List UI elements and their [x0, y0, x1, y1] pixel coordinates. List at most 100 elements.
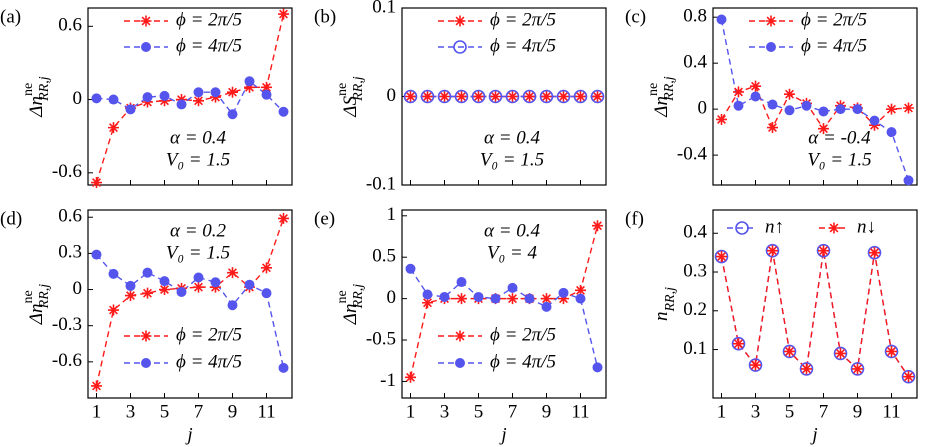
circle-marker	[490, 293, 501, 304]
y-label-sub: RR,j	[37, 284, 52, 310]
star-marker	[558, 91, 569, 102]
legend-label: ϕ = 2π/5	[801, 9, 867, 30]
open-circle-marker	[590, 89, 605, 104]
circle-marker	[142, 92, 153, 103]
y-tick-label: -0.4	[677, 143, 708, 164]
circle-marker	[210, 277, 221, 288]
circle-marker	[159, 90, 170, 101]
x-tick-label: 3	[126, 401, 136, 422]
star-marker	[278, 8, 289, 20]
y-tick-label: -0.3	[52, 314, 82, 335]
legend-label: ϕ = 4π/5	[490, 351, 556, 372]
y-tick-label: 0.4	[683, 52, 707, 73]
y-tick-label: -0.6	[52, 350, 82, 371]
circle-marker	[592, 362, 603, 373]
circle-marker	[176, 286, 187, 297]
star-marker	[456, 293, 467, 305]
circle-marker	[141, 358, 151, 368]
y-tick-label: 0.4	[683, 222, 707, 243]
star-marker	[278, 212, 289, 224]
open-circle-marker	[833, 346, 848, 361]
x-tick-label: 11	[257, 401, 275, 422]
circle-marker	[227, 300, 238, 311]
x-tick-label: 5	[785, 401, 795, 422]
y-tick-label: 0.6	[58, 206, 82, 227]
annotation: V₀ = 1.5	[480, 149, 544, 170]
circle-marker	[91, 93, 102, 104]
star-marker	[159, 284, 170, 296]
star-marker	[422, 297, 433, 309]
y-label-sub: RR,j	[351, 284, 366, 310]
y-label-sup: ne	[335, 83, 350, 96]
circle-marker	[541, 301, 552, 312]
circle-marker	[733, 100, 744, 111]
y-label-main: Δn	[26, 304, 47, 326]
y-axis-label: ΔSneRR,j	[335, 76, 366, 117]
x-tick-label: 7	[508, 401, 518, 422]
legend-label: n↓	[857, 216, 876, 237]
circle-marker	[767, 99, 778, 110]
x-tick-label: 11	[571, 401, 589, 422]
y-tick-label: -0.6	[52, 161, 82, 182]
circle-marker	[575, 293, 586, 304]
circle-marker	[818, 106, 829, 117]
star-marker	[716, 251, 727, 263]
star-marker	[193, 281, 204, 293]
y-label-sup: ne	[646, 83, 661, 96]
circle-marker	[141, 42, 151, 52]
y-tick-label: 0	[387, 85, 397, 106]
star-marker	[852, 363, 863, 375]
open-circle-marker	[867, 245, 882, 260]
x-tick-label: 3	[751, 401, 761, 422]
circle-marker	[91, 249, 102, 260]
circle-marker	[801, 100, 812, 111]
star-marker	[227, 267, 238, 279]
y-label-sup: ne	[335, 290, 350, 303]
panel-label: (e)	[314, 208, 335, 229]
x-tick-label: 1	[717, 401, 727, 422]
star-marker	[261, 81, 272, 93]
star-marker	[801, 363, 812, 375]
circle-marker	[125, 104, 136, 115]
legend-label: ϕ = 4π/5	[176, 35, 242, 56]
open-circle-marker	[453, 40, 467, 54]
annotation: V₀ = 1.5	[166, 149, 230, 170]
star-marker	[125, 290, 136, 302]
y-tick-label: 0.1	[683, 338, 707, 359]
circle-marker	[835, 104, 846, 115]
star-marker	[142, 287, 153, 299]
y-label-sub: RR,j	[37, 76, 52, 102]
open-circle-marker	[714, 249, 729, 264]
panel-label: (c)	[625, 6, 646, 27]
circle-marker	[261, 89, 272, 100]
plot-frame	[401, 209, 607, 399]
open-circle-marker	[522, 89, 537, 104]
circle-marker	[244, 76, 255, 87]
y-label-main: Δn	[651, 96, 672, 118]
star-marker	[767, 122, 778, 134]
star-marker	[733, 338, 744, 350]
y-tick-label: 0.2	[683, 299, 707, 320]
y-axis-label: ΔnneRR,j	[21, 76, 52, 117]
circle-marker	[439, 291, 450, 302]
annotation: V₀ = 1.5	[166, 242, 230, 263]
circle-marker	[750, 91, 761, 102]
star-marker	[818, 245, 829, 257]
plot-frame	[712, 209, 918, 399]
annotation: V₀ = 4	[487, 242, 538, 263]
legend-label: ϕ = 2π/5	[490, 9, 556, 30]
circle-marker	[766, 42, 776, 52]
open-circle-marker	[573, 89, 588, 104]
circle-marker	[159, 276, 170, 287]
star-marker	[869, 247, 880, 259]
star-marker	[454, 330, 466, 342]
open-circle-marker	[471, 89, 486, 104]
star-marker	[193, 95, 204, 107]
x-tick-label: 3	[440, 401, 450, 422]
star-marker	[592, 220, 603, 232]
open-circle-marker	[731, 336, 746, 351]
star-marker	[541, 293, 552, 305]
series-line	[96, 80, 284, 116]
circle-marker	[244, 279, 255, 290]
star-marker	[473, 91, 484, 102]
